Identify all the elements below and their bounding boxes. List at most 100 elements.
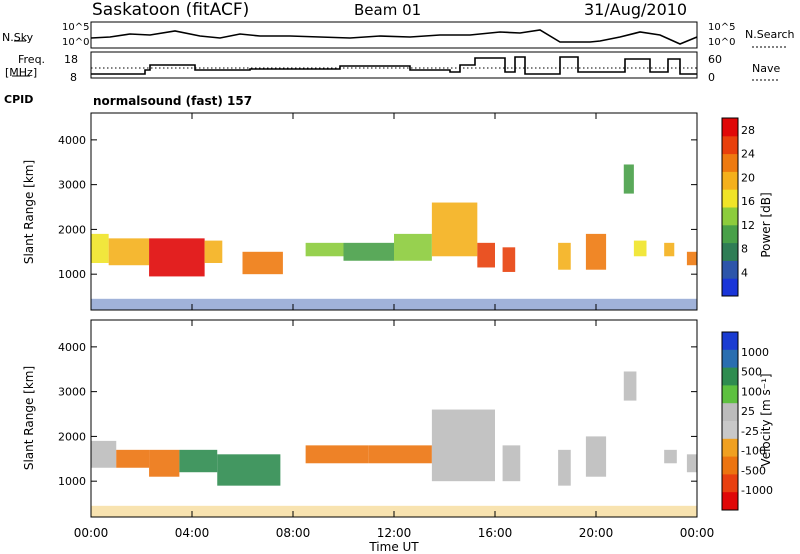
y-tick-label: 2000 bbox=[58, 223, 86, 236]
y-tick-label: 1000 bbox=[58, 268, 86, 281]
data-cell bbox=[305, 242, 344, 257]
velocity-y-ticks: 1000 2000 3000 4000 bbox=[58, 341, 697, 488]
colorbar-tick-label: -25 bbox=[741, 425, 759, 438]
colorbar-swatch bbox=[722, 118, 738, 137]
data-cell bbox=[477, 242, 495, 268]
colorbar-tick-label: 28 bbox=[741, 124, 755, 137]
y-tick-label: 3000 bbox=[58, 386, 86, 399]
data-cell bbox=[502, 445, 521, 482]
colorbar-tick-label: 8 bbox=[741, 243, 748, 256]
colorbar-swatch bbox=[722, 385, 738, 404]
power-ylabel: Slant Range [km] bbox=[22, 160, 36, 264]
colorbar-swatch bbox=[722, 474, 738, 493]
nsky-strip bbox=[14, 21, 788, 49]
data-cell bbox=[179, 449, 218, 473]
nave-label: Nave bbox=[752, 62, 781, 75]
colorbar-swatch bbox=[722, 438, 738, 458]
station-title: Saskatoon (fitACF) bbox=[92, 0, 250, 20]
x-tick-label: 20:00 bbox=[579, 526, 614, 540]
nave-tick-top: 60 bbox=[708, 53, 722, 66]
power-colorbar: 4 8 12 16 20 24 28 bbox=[721, 117, 755, 297]
colorbar-swatch bbox=[722, 421, 738, 440]
data-cell bbox=[623, 371, 637, 401]
colorbar-swatch bbox=[722, 135, 738, 155]
data-cell bbox=[343, 242, 394, 261]
nsearch-tick-top: 10^5 bbox=[708, 22, 736, 33]
colorbar-tick-label: -500 bbox=[741, 464, 766, 477]
velocity-ylabel: Slant Range [km] bbox=[22, 366, 36, 470]
power-panel: 1000 2000 3000 4000 Slant Range [km] bbox=[22, 112, 698, 311]
time-axis-label: Time UT bbox=[368, 540, 419, 554]
colorbar-swatch bbox=[722, 349, 738, 369]
data-cell bbox=[633, 240, 647, 257]
nave-tick-bottom: 0 bbox=[708, 71, 715, 84]
freq-series bbox=[91, 56, 697, 75]
data-cell bbox=[502, 247, 516, 272]
power-y-ticks: 1000 2000 3000 4000 bbox=[58, 134, 697, 281]
y-tick-label: 4000 bbox=[58, 341, 86, 354]
colorbar-swatch bbox=[722, 492, 738, 511]
colorbar-swatch bbox=[722, 189, 738, 208]
data-cell bbox=[431, 409, 495, 482]
beam-label: Beam 01 bbox=[354, 1, 422, 19]
colorbar-tick-label: 1000 bbox=[741, 346, 769, 359]
cpid-label: CPID bbox=[4, 93, 34, 106]
colorbar-swatch bbox=[722, 332, 738, 351]
colorbar-swatch bbox=[722, 224, 738, 244]
y-tick-label: 2000 bbox=[58, 430, 86, 443]
colorbar-frame bbox=[721, 117, 739, 297]
colorbar-swatch bbox=[722, 207, 738, 226]
x-tick-label: 00:00 bbox=[74, 526, 109, 540]
time-axis: 00:00 04:00 08:00 12:00 16:00 20:00 00:00 bbox=[74, 113, 714, 540]
x-tick-label: 04:00 bbox=[175, 526, 210, 540]
data-cell bbox=[394, 233, 432, 261]
colorbar-tick-label: -100 bbox=[741, 445, 766, 458]
data-cell bbox=[686, 251, 697, 266]
y-tick-label: 1000 bbox=[58, 475, 86, 488]
freq-tick-top: 18 bbox=[64, 53, 78, 66]
colorbar-tick-label: 16 bbox=[741, 195, 755, 208]
colorbar-swatch bbox=[722, 278, 738, 297]
data-cell bbox=[558, 242, 571, 270]
colorbar-tick-label: 500 bbox=[741, 366, 762, 379]
colorbar-swatch bbox=[722, 171, 738, 190]
nsearch-label: N.Search bbox=[745, 28, 795, 41]
x-tick-label: 12:00 bbox=[377, 526, 412, 540]
nsky-tick-bottom: 10^0 bbox=[62, 37, 90, 48]
data-cell bbox=[623, 164, 634, 194]
data-cell bbox=[664, 449, 677, 464]
data-cell bbox=[91, 233, 109, 263]
colorbar-tick-label: 24 bbox=[741, 148, 755, 161]
colorbar-tick-label: 25 bbox=[741, 405, 755, 418]
y-tick-label: 4000 bbox=[58, 134, 86, 147]
date-label: 31/Aug/2010 bbox=[584, 0, 688, 19]
cpid-value: normalsound (fast) 157 bbox=[93, 94, 253, 108]
data-cell bbox=[116, 449, 150, 468]
freq-tick-bottom: 8 bbox=[70, 71, 77, 84]
data-cell bbox=[242, 251, 283, 275]
data-cell bbox=[217, 454, 281, 486]
nsky-tick-top: 10^5 bbox=[62, 22, 90, 33]
x-tick-label: 16:00 bbox=[478, 526, 513, 540]
data-cell bbox=[585, 233, 607, 270]
data-cell bbox=[149, 449, 180, 477]
nsearch-tick-bottom: 10^0 bbox=[708, 37, 736, 48]
colorbar-tick-label: 4 bbox=[741, 266, 748, 279]
velocity-colorbar: 1000 500 100 25 -25 -100 -500 -1000 bbox=[721, 331, 773, 511]
colorbar-frame bbox=[721, 331, 739, 511]
power-colorbar-label: Power [dB] bbox=[759, 192, 773, 257]
data-cell bbox=[368, 445, 432, 464]
data-cell bbox=[149, 238, 205, 277]
velocity-panel: 1000 2000 3000 4000 Slant Range [km] bbox=[22, 319, 698, 518]
freq-strip bbox=[12, 51, 780, 81]
y-tick-label: 3000 bbox=[58, 179, 86, 192]
colorbar-swatch bbox=[722, 242, 738, 261]
data-cell bbox=[664, 242, 675, 257]
data-cell bbox=[558, 449, 571, 486]
colorbar-tick-label: 20 bbox=[741, 171, 755, 184]
data-cell bbox=[108, 238, 150, 266]
colorbar-tick-label: 100 bbox=[741, 385, 762, 398]
data-cell bbox=[686, 454, 697, 473]
data-cell bbox=[585, 436, 607, 477]
